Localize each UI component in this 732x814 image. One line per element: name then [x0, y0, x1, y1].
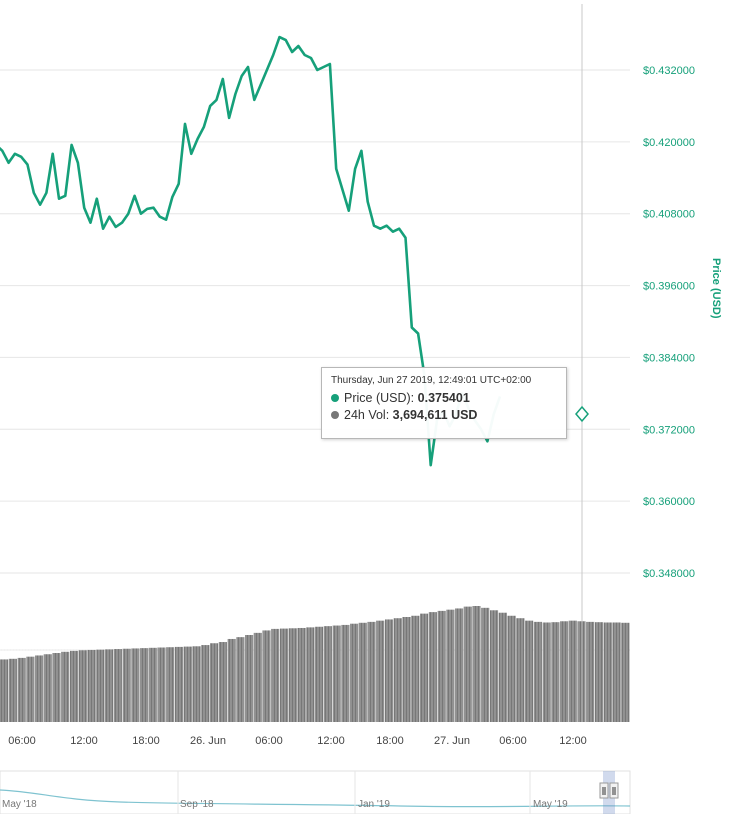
y-axis-title: Price (USD) — [710, 258, 722, 319]
x-tick-label: 27. Jun — [434, 735, 470, 747]
y-tick-label: $0.420000 — [643, 137, 695, 149]
volume-bar — [621, 622, 630, 722]
volume-bar — [227, 638, 236, 722]
navigator-label: May '18 — [2, 799, 37, 810]
x-tick-label: 26. Jun — [190, 735, 226, 747]
volume-bar — [490, 610, 499, 722]
price-legend-dot — [331, 394, 339, 402]
volume-bar — [297, 627, 306, 722]
y-tick-label: $0.348000 — [643, 568, 695, 580]
volume-bar — [332, 625, 341, 722]
volume-bar — [218, 642, 227, 722]
tooltip-price-row: Price (USD): 0.375401 — [331, 390, 557, 407]
x-tick-label: 18:00 — [376, 735, 404, 747]
volume-bar — [402, 616, 411, 722]
navigator-line — [0, 789, 631, 808]
tooltip-date: Thursday, Jun 27 2019, 12:49:01 UTC+02:0… — [331, 375, 532, 386]
y-tick-label: $0.384000 — [643, 352, 695, 364]
y-tick-label: $0.396000 — [643, 281, 695, 293]
volume-bar — [498, 612, 507, 722]
x-tick-label: 12:00 — [317, 735, 345, 747]
x-tick-label: 18:00 — [132, 735, 160, 747]
navigator-frame — [0, 770, 631, 814]
hover-marker — [575, 405, 589, 423]
volume-bar — [210, 643, 219, 722]
volume-bar — [306, 627, 315, 722]
volume-bar — [175, 646, 184, 722]
x-tick-label: 06:00 — [8, 735, 36, 747]
tooltip-volume-label: 24h Vol: — [344, 408, 390, 422]
volume-bar — [420, 613, 429, 722]
volume-bar — [586, 621, 595, 722]
volume-bar — [542, 622, 551, 722]
price-line — [0, 35, 502, 467]
y-tick-label: $0.360000 — [643, 496, 695, 508]
volume-bar — [603, 622, 612, 722]
y-tick-label: $0.408000 — [643, 209, 695, 221]
tooltip-price-value: 0.375401 — [417, 391, 470, 405]
volume-bar — [8, 658, 17, 722]
volume-bar — [201, 645, 210, 722]
volume-bar — [70, 650, 79, 722]
volume-bar — [595, 622, 604, 722]
volume-bar — [437, 610, 446, 722]
volume-bar — [122, 648, 131, 722]
volume-bar — [323, 626, 332, 722]
volume-bar — [472, 606, 481, 722]
volume-bar — [367, 621, 376, 722]
volume-bar — [192, 646, 201, 722]
volume-bar — [96, 649, 105, 722]
volume-bar — [612, 622, 621, 722]
navigator-label: Jan '19 — [358, 799, 390, 810]
volume-bar — [157, 647, 166, 722]
x-tick-label: 12:00 — [70, 735, 98, 747]
volume-bar — [166, 647, 175, 722]
volume-bar — [385, 619, 394, 722]
y-tick-label: $0.432000 — [643, 65, 695, 77]
volume-bar — [61, 651, 70, 722]
volume-bar — [113, 649, 122, 722]
navigator-handle-right[interactable] — [609, 782, 619, 799]
x-tick-label: 12:00 — [559, 735, 587, 747]
navigator-selection — [603, 771, 615, 814]
volume-bar — [376, 620, 385, 722]
volume-legend-dot — [331, 411, 339, 419]
tooltip-price-label: Price (USD): — [344, 391, 415, 405]
navigator-handle-left[interactable] — [599, 782, 609, 799]
volume-bar — [52, 653, 61, 722]
volume-bar — [315, 626, 324, 722]
volume-bar — [78, 650, 87, 722]
tooltip-volume-value: 3,694,611 USD — [392, 408, 478, 422]
volume-bar — [428, 612, 437, 722]
volume-stripes — [0, 600, 628, 722]
volume-bar — [288, 628, 297, 722]
volume-bar — [262, 630, 271, 722]
volume-bar — [525, 620, 534, 722]
y-tick-label: $0.372000 — [643, 424, 695, 436]
volume-bar — [411, 615, 420, 722]
volume-bar — [17, 657, 26, 722]
volume-bar — [507, 615, 516, 722]
volume-bar — [516, 618, 525, 722]
volume-bar — [280, 628, 289, 722]
volume-bar — [271, 628, 280, 722]
volume-bar — [183, 646, 192, 722]
volume-bar — [105, 649, 114, 722]
navigator-label: May '19 — [533, 799, 568, 810]
x-tick-label: 06:00 — [255, 735, 283, 747]
volume-bar — [393, 618, 402, 722]
volume-bar — [481, 607, 490, 722]
navigator-label: Sep '18 — [180, 799, 214, 810]
x-tick-label: 06:00 — [499, 735, 527, 747]
tooltip-volume-row: 24h Vol: 3,694,611 USD — [331, 407, 557, 424]
volume-bar — [533, 621, 542, 722]
volume-bar — [0, 659, 9, 722]
chart-tooltip: Thursday, Jun 27 2019, 12:49:01 UTC+02:0… — [321, 367, 567, 439]
volume-bar — [87, 649, 96, 722]
navigator-handle[interactable] — [599, 782, 619, 799]
